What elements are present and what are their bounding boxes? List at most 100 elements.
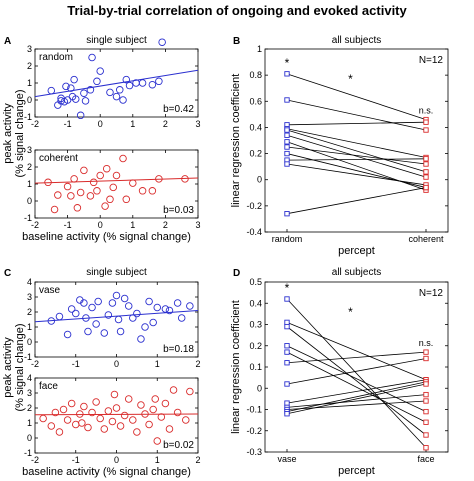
data-point <box>80 299 88 307</box>
y-tick-label: 1 <box>27 179 32 189</box>
data-point <box>76 410 84 418</box>
y-tick-label: 3 <box>27 44 32 54</box>
y-tick-label: 4 <box>27 373 32 383</box>
data-point <box>423 349 429 355</box>
significance-label: n.s. <box>419 338 434 348</box>
data-point <box>284 144 290 150</box>
slope-label: b=0.18 <box>163 344 194 355</box>
x-tick-label: vase <box>277 454 296 464</box>
data-point <box>423 119 429 125</box>
y-tick-label: 2 <box>27 61 32 71</box>
y-tick-label: -0.2 <box>246 426 262 436</box>
y-tick-label: 0.6 <box>249 96 262 106</box>
x-tick-label: 2 <box>195 455 200 465</box>
data-point <box>129 179 137 187</box>
data-point <box>119 154 127 163</box>
data-point <box>423 408 429 415</box>
data-point <box>423 398 429 404</box>
data-point <box>129 314 137 322</box>
data-point <box>186 387 194 396</box>
slope-label: b=0.03 <box>163 205 194 216</box>
data-point <box>148 187 157 195</box>
data-point <box>71 420 80 429</box>
data-point <box>165 306 174 315</box>
x-tick-label: 1 <box>130 119 135 129</box>
y-tick-label: -0.2 <box>246 201 262 211</box>
data-point <box>67 399 76 408</box>
sample-size-label: N=12 <box>419 288 444 299</box>
data-point <box>423 355 429 362</box>
x-tick-label: 1 <box>130 220 135 230</box>
subject-line <box>286 187 427 215</box>
regression-line <box>34 69 199 98</box>
data-point <box>116 86 124 94</box>
y-axis-label: linear regression coefficient <box>230 74 242 208</box>
data-point <box>423 419 429 425</box>
data-point <box>102 164 111 173</box>
data-point <box>73 204 82 212</box>
data-point <box>186 302 194 310</box>
slope-label: b=0.02 <box>163 440 194 451</box>
data-point <box>284 139 290 145</box>
data-point <box>67 192 75 200</box>
x-tick-label: 0 <box>98 220 103 230</box>
data-point <box>96 414 104 423</box>
data-point <box>177 314 186 322</box>
data-point <box>108 417 117 426</box>
data-point <box>423 127 429 133</box>
y-tick-label: -1 <box>24 448 32 458</box>
data-point <box>106 195 114 204</box>
x-tick-label: -2 <box>31 119 39 129</box>
panel-letter: C <box>4 268 11 279</box>
data-point <box>138 187 147 195</box>
data-point <box>70 75 78 84</box>
y-tick-label: 3 <box>27 145 32 155</box>
data-point <box>145 297 153 306</box>
data-point <box>100 425 109 433</box>
data-point <box>110 390 119 399</box>
x-tick-label: 1 <box>155 455 160 465</box>
y-tick-label: 0.2 <box>249 341 262 351</box>
y-tick-label: -0.3 <box>246 447 262 457</box>
data-point <box>63 416 72 424</box>
data-point <box>67 305 76 313</box>
data-point <box>112 404 121 412</box>
data-point <box>153 303 161 312</box>
data-point <box>47 422 56 430</box>
data-point <box>169 386 178 394</box>
panel-title: all subjects <box>332 267 381 278</box>
data-point <box>423 184 429 191</box>
data-point <box>116 327 125 336</box>
x-tick-label: -1 <box>64 119 72 129</box>
data-point <box>284 97 290 103</box>
data-point <box>108 299 117 307</box>
condition-label: random <box>39 52 73 63</box>
panel-title: single subject <box>86 35 147 46</box>
y-tick-label: -1 <box>24 213 32 223</box>
data-point <box>50 205 59 214</box>
data-point <box>80 89 88 97</box>
x-tick-label: 1 <box>155 359 160 369</box>
data-point <box>284 132 290 138</box>
data-point <box>423 156 429 162</box>
data-point <box>67 84 75 92</box>
y-tick-label: 0.8 <box>249 70 262 80</box>
data-point <box>70 175 78 183</box>
regression-line <box>34 310 199 323</box>
y-tick-label: 0 <box>27 433 32 443</box>
subject-line <box>286 121 427 126</box>
data-point <box>88 53 96 62</box>
panel-title: all subjects <box>332 35 381 46</box>
data-point <box>101 202 109 210</box>
data-point <box>93 187 101 195</box>
data-point <box>109 183 117 192</box>
data-point <box>173 299 182 307</box>
data-point <box>114 315 123 324</box>
data-point <box>55 312 64 321</box>
x-tick-label: coherent <box>408 234 444 244</box>
y-tick-label: 3 <box>27 292 32 302</box>
subject-line <box>286 146 427 165</box>
